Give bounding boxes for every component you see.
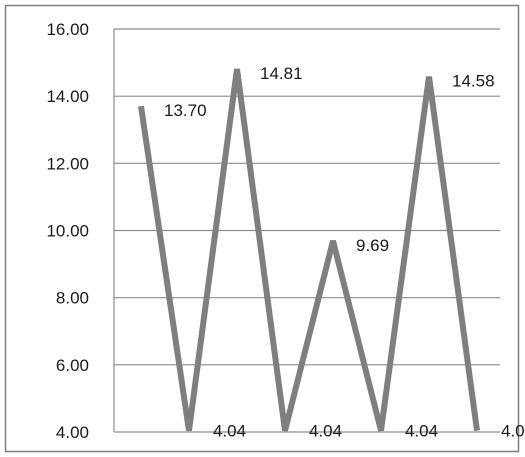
data-labels: 13.70 4.04 14.81 4.04 9.69 4.04 14.58 4.04 [164, 64, 525, 441]
data-label: 13.70 [164, 101, 207, 120]
chart-border [4, 4, 520, 453]
data-label: 14.58 [452, 72, 495, 91]
y-tick-label: 10.00 [46, 222, 89, 241]
data-label: 4.04 [501, 422, 525, 441]
y-tick-label: 16.00 [46, 20, 89, 39]
y-tick-labels: 4.00 6.00 8.00 10.00 12.00 14.00 16.00 [46, 20, 89, 442]
data-label: 14.81 [260, 64, 303, 83]
data-label: 4.04 [309, 422, 342, 441]
y-tick-label: 12.00 [46, 154, 89, 173]
y-tick-label: 4.00 [56, 423, 89, 442]
data-label: 9.69 [356, 236, 389, 255]
data-label: 4.04 [213, 422, 246, 441]
data-label: 4.04 [405, 422, 438, 441]
y-tick-label: 8.00 [56, 289, 89, 308]
y-tick-label: 14.00 [46, 87, 89, 106]
y-tick-label: 6.00 [56, 356, 89, 375]
series-group [138, 68, 480, 432]
series-line [138, 68, 480, 432]
